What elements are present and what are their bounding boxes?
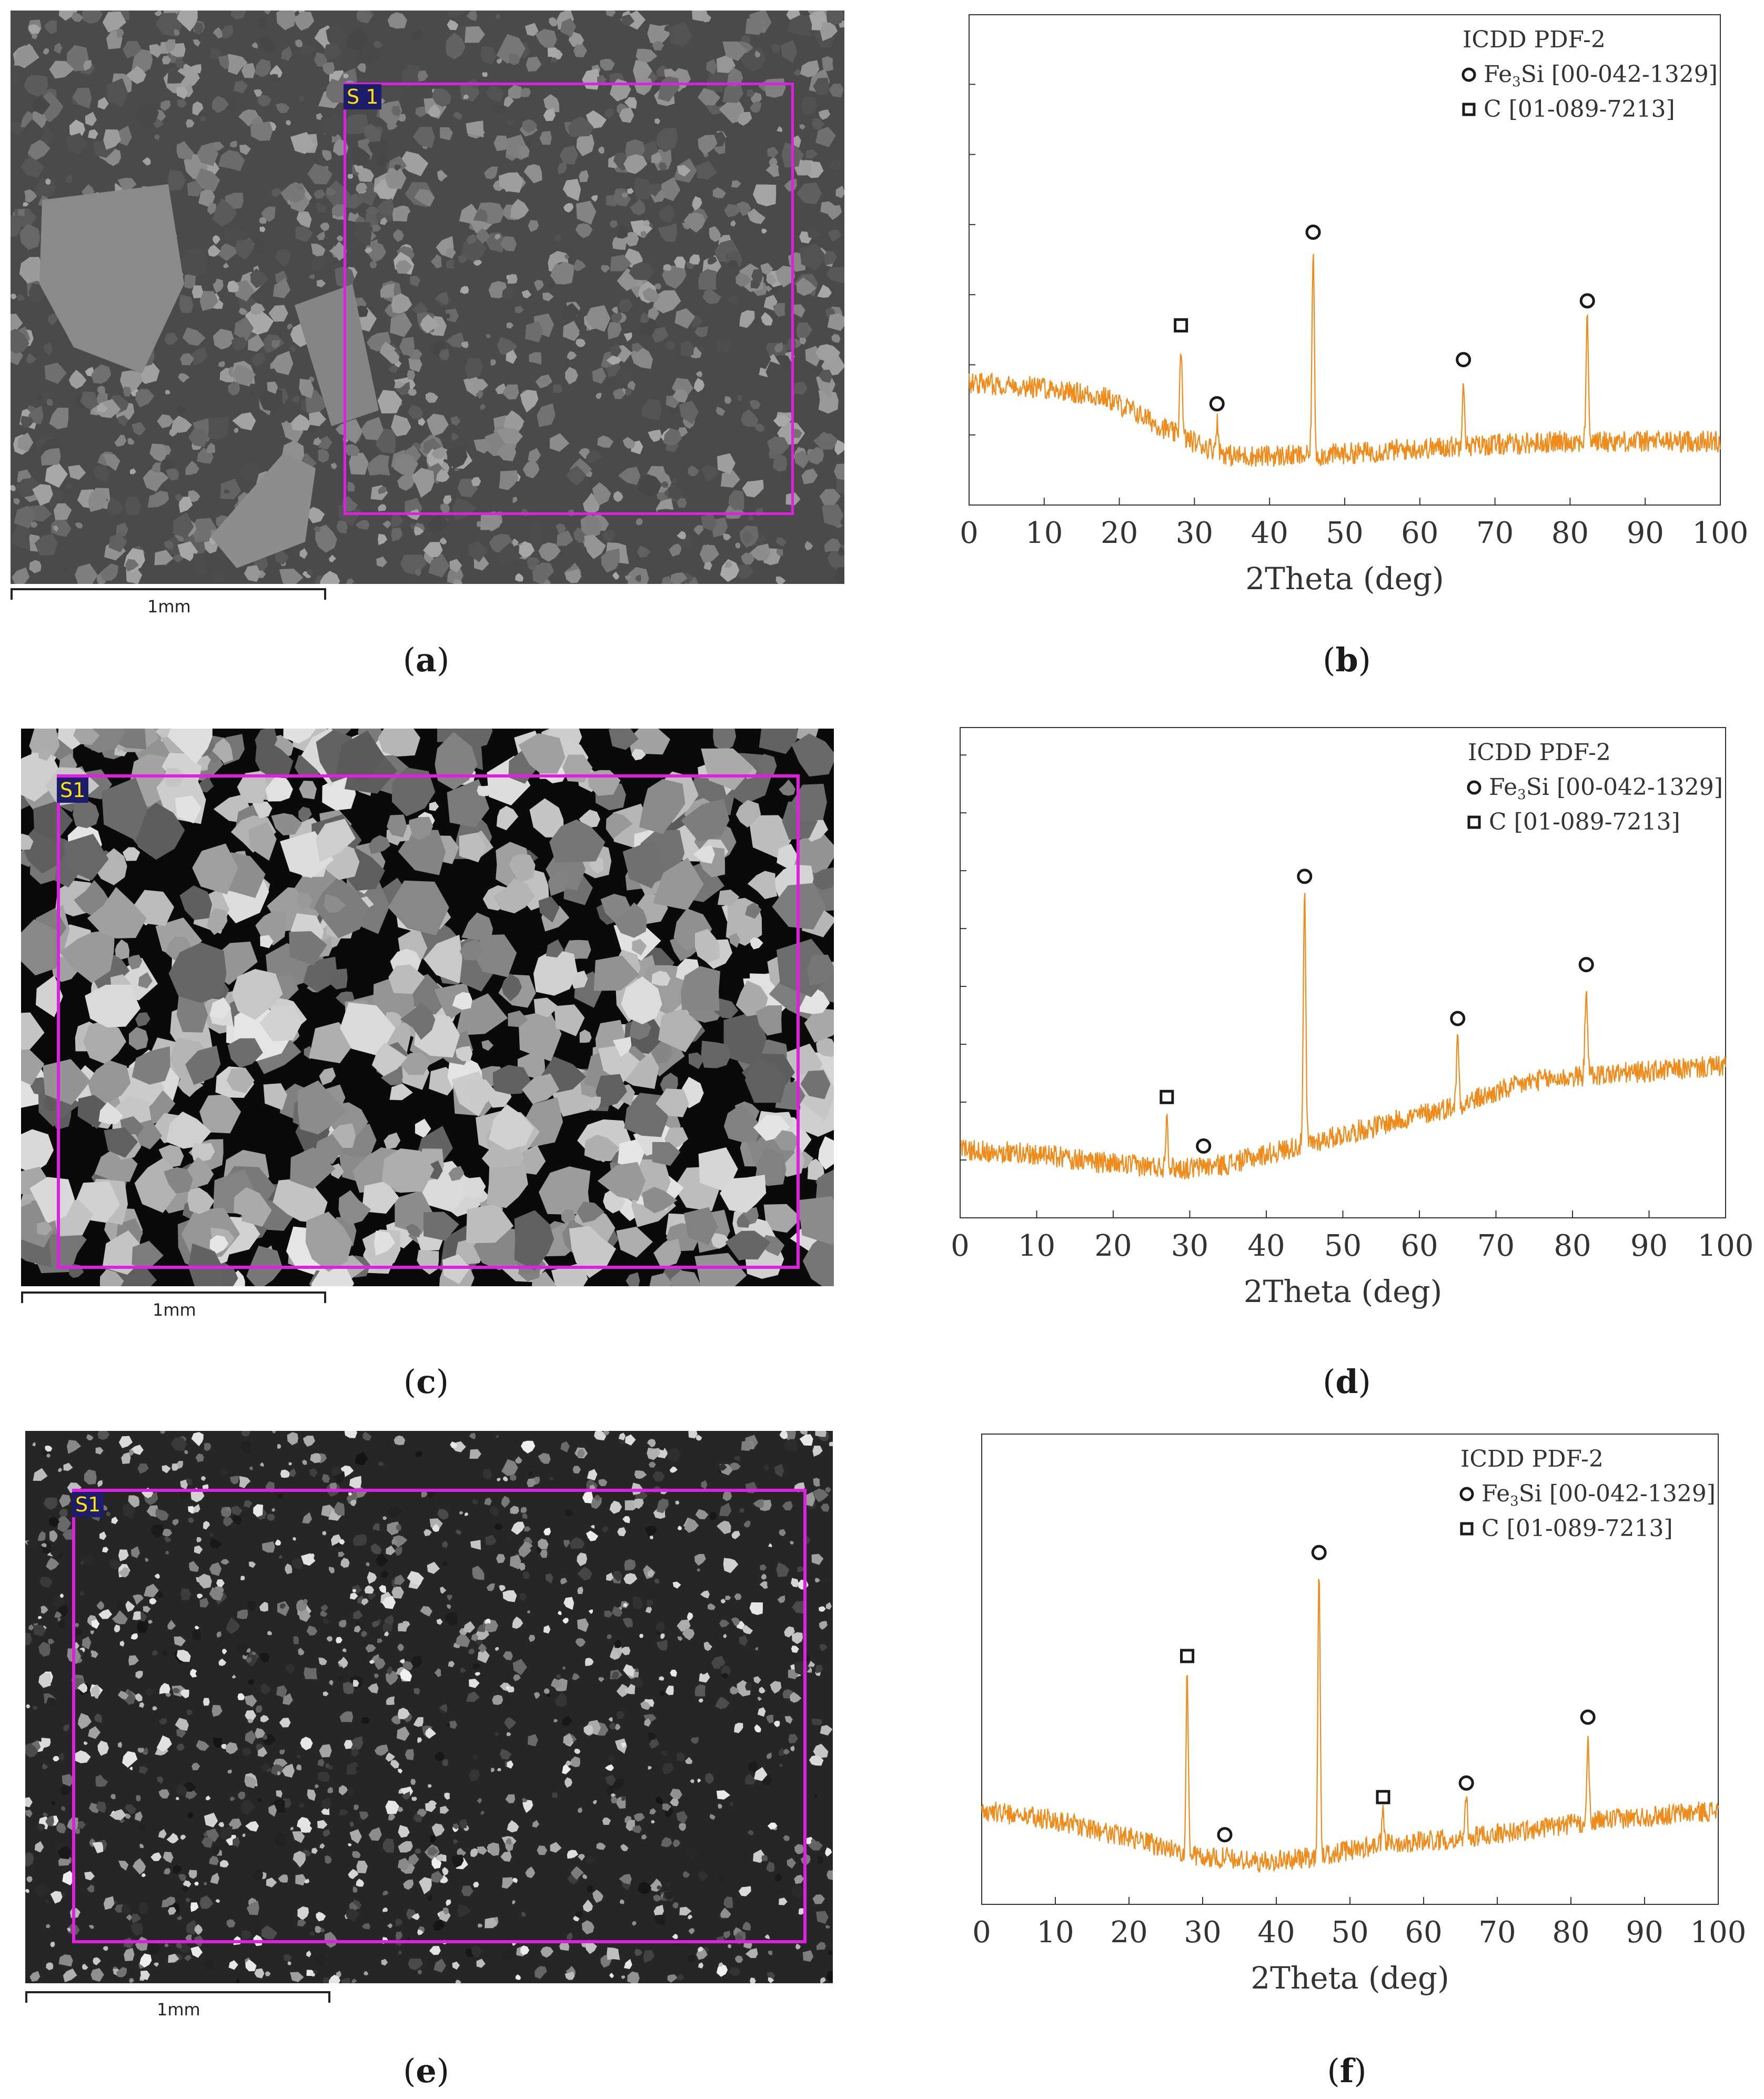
peak-marker-fe3si: [1311, 1545, 1327, 1560]
xrd-chart-d: 0 10 20 30 40 50 60 70 80 90 100 2Theta (deg) ICDD P…: [947, 723, 1757, 1339]
x-tick-label: 90: [1627, 516, 1664, 550]
caption-f: (f): [1327, 2052, 1367, 2090]
x-tick-label: 0: [960, 516, 979, 550]
legend-entry: Fe3Si [00-042-1329]: [1481, 1480, 1716, 1509]
scale-label-e: 1mm: [157, 2000, 200, 2020]
x-tick-label: 100: [1690, 1915, 1747, 1950]
x-tick-label: 50: [1324, 1229, 1362, 1263]
xrd-trace: [981, 1579, 1719, 1873]
sem-texture-a: [11, 11, 844, 584]
x-tick-label: 40: [1247, 1229, 1285, 1263]
scale-label-a: 1mm: [147, 597, 191, 617]
scale-bar-e: 1mm: [25, 1991, 330, 2023]
peak-marker-fe3si: [1578, 957, 1594, 973]
legend-marker-circle: [1459, 1487, 1474, 1501]
region-box-c: [57, 774, 800, 1269]
peak-marker-carbon: [1376, 1790, 1390, 1804]
scale-bar-a: 1mm: [11, 588, 326, 620]
legend-entry: C [01-089-7213]: [1484, 96, 1675, 123]
scale-label-c: 1mm: [153, 1300, 196, 1320]
x-tick-label: 70: [1476, 516, 1514, 550]
plot-frame: [960, 727, 1726, 1218]
x-tick-label: 10: [1018, 1229, 1055, 1263]
x-tick-label: 10: [1025, 516, 1063, 550]
peak-marker-carbon: [1174, 318, 1188, 332]
xrd-trace: [960, 893, 1727, 1179]
plot-frame: [969, 14, 1721, 506]
x-tick-label: 30: [1176, 516, 1213, 550]
legend-entry: Fe3Si [00-042-1329]: [1484, 61, 1718, 90]
x-tick-label: 30: [1171, 1229, 1208, 1263]
x-tick-label: 70: [1477, 1229, 1515, 1263]
x-tick-label: 60: [1401, 516, 1438, 550]
region-box-e: [72, 1489, 807, 1943]
caption-b: (b): [1323, 641, 1371, 679]
peak-marker-fe3si: [1297, 869, 1313, 884]
region-box-a: [344, 83, 794, 515]
sem-image-c: [21, 729, 834, 1286]
legend-entry: C [01-089-7213]: [1481, 1515, 1673, 1542]
x-tick-label: 0: [951, 1229, 970, 1263]
caption-c: (c): [403, 1363, 449, 1401]
x-tick-label: 20: [1110, 1915, 1147, 1950]
x-tick-label: 40: [1251, 516, 1288, 550]
x-tick-label: 0: [972, 1915, 991, 1950]
legend-marker-square: [1467, 815, 1481, 829]
legend-marker-square: [1462, 103, 1476, 116]
legend-title: ICDD PDF-2: [1468, 739, 1611, 766]
x-tick-label: 80: [1554, 1229, 1591, 1263]
x-tick-label: 20: [1101, 516, 1138, 550]
xrd-trace: [968, 254, 1721, 467]
x-tick-label: 80: [1552, 1915, 1589, 1950]
x-tick-label: 90: [1626, 1915, 1663, 1950]
legend-marker-circle: [1467, 780, 1481, 795]
x-tick-label: 40: [1257, 1915, 1295, 1950]
x-axis-label: 2Theta (deg): [1244, 1274, 1442, 1309]
peak-marker-fe3si: [1579, 293, 1595, 309]
x-tick-label: 90: [1630, 1229, 1668, 1263]
x-tick-label: 70: [1478, 1915, 1516, 1950]
xrd-chart-b: 0 10 20 30 40 50 60 70 80 90 100 2Theta (deg) ICDD P…: [957, 11, 1757, 615]
x-tick-label: 30: [1184, 1915, 1221, 1950]
x-tick-label: 50: [1326, 516, 1363, 550]
x-tick-label: 80: [1551, 516, 1589, 550]
legend-marker-circle: [1461, 67, 1476, 82]
peak-marker-fe3si: [1458, 1775, 1474, 1791]
legend-title: ICDD PDF-2: [1463, 26, 1606, 53]
peak-marker-fe3si: [1217, 1827, 1233, 1843]
peak-marker-fe3si: [1580, 1709, 1596, 1725]
x-tick-label: 60: [1405, 1915, 1442, 1950]
x-tick-label: 20: [1094, 1229, 1132, 1263]
sem-texture-c: [21, 729, 834, 1286]
peak-marker-carbon: [1160, 1089, 1174, 1104]
legend-entry: C [01-089-7213]: [1489, 809, 1680, 835]
scale-bar-c: 1mm: [21, 1291, 326, 1323]
xrd-chart-f: 0 10 20 30 40 50 60 70 80 90 100 2Theta (deg) ICDD P…: [957, 1426, 1757, 2020]
caption-a: (a): [402, 641, 450, 679]
peak-marker-carbon: [1180, 1649, 1195, 1663]
legend-title: ICDD PDF-2: [1460, 1446, 1604, 1472]
sem-image-e: [25, 1431, 833, 1983]
x-tick-label: 60: [1400, 1229, 1438, 1263]
region-label-c: S1: [57, 778, 89, 803]
x-tick-label: 100: [1698, 1229, 1754, 1263]
legend-marker-square: [1460, 1522, 1474, 1536]
region-label-e: S1: [72, 1492, 104, 1517]
peak-marker-fe3si: [1456, 352, 1471, 368]
region-label-a: S 1: [344, 84, 382, 109]
x-tick-label: 50: [1331, 1915, 1368, 1950]
x-tick-label: 10: [1036, 1915, 1074, 1950]
peak-marker-fe3si: [1305, 224, 1321, 240]
sem-image-a: [11, 11, 844, 584]
legend-entry: Fe3Si [00-042-1329]: [1489, 774, 1723, 803]
peak-marker-fe3si: [1209, 396, 1225, 412]
caption-d: (d): [1323, 1363, 1371, 1401]
x-axis-label: 2Theta (deg): [1251, 1960, 1449, 1996]
peak-marker-fe3si: [1196, 1138, 1212, 1154]
x-tick-label: 100: [1692, 516, 1749, 550]
sem-texture-e: [25, 1431, 833, 1983]
caption-e: (e): [403, 2052, 449, 2090]
peak-marker-fe3si: [1450, 1011, 1466, 1026]
x-axis-label: 2Theta (deg): [1245, 561, 1444, 597]
